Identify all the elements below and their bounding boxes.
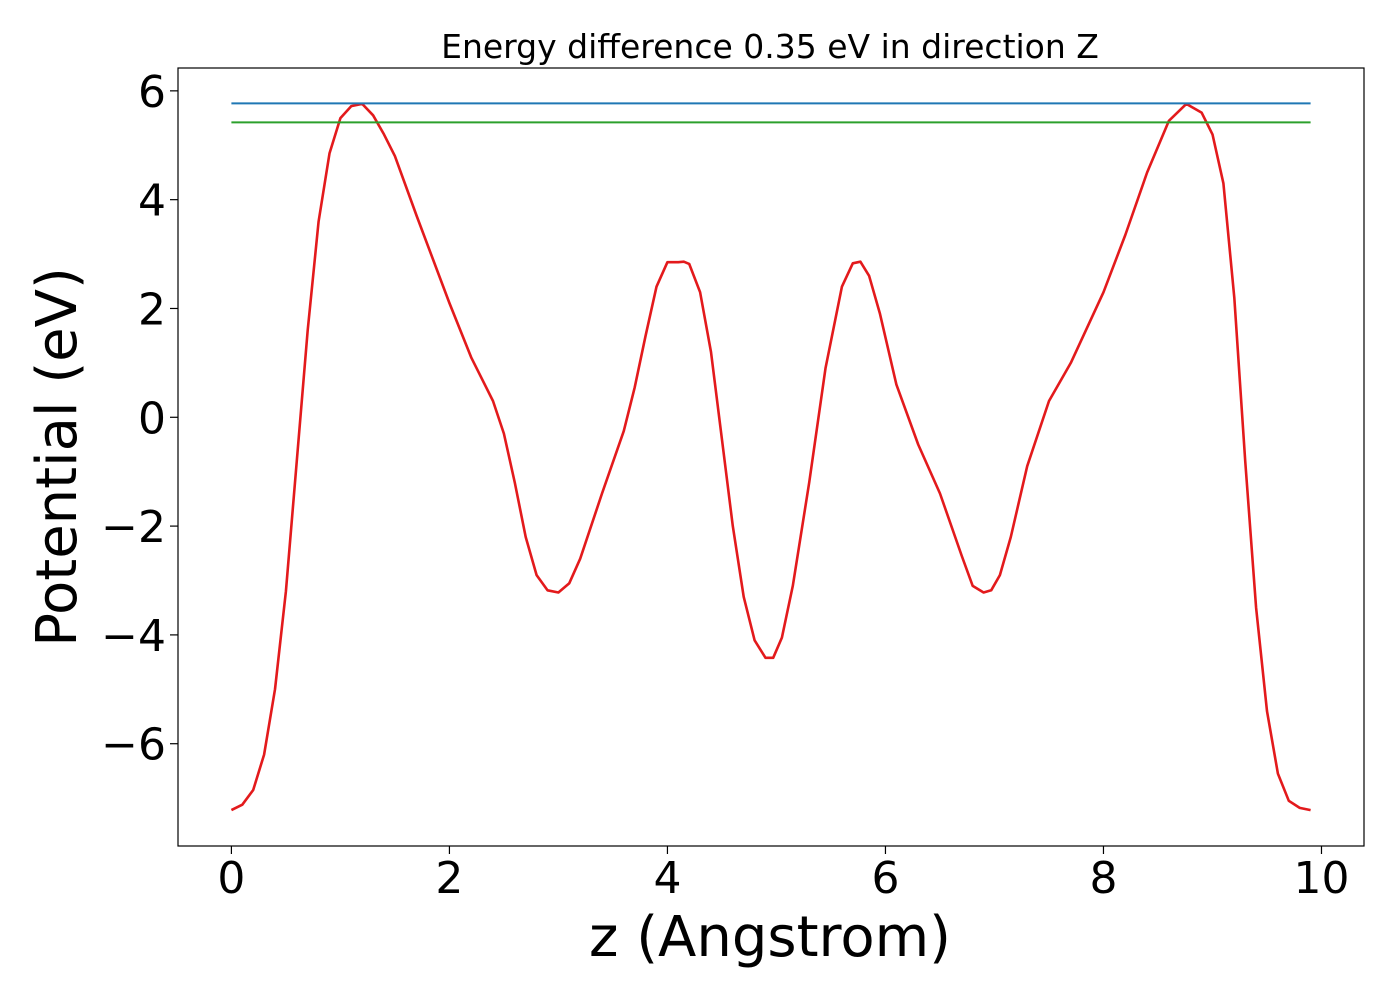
y-axis: −6 −4 −2 0 2 4 6: [101, 67, 178, 771]
plot-frame: [177, 67, 1365, 847]
y-tick-label: 4: [138, 176, 166, 227]
x-axis: 0 2 4 6 8 10: [217, 846, 1349, 904]
y-tick-label: 6: [138, 67, 166, 118]
chart-title: Energy difference 0.35 eV in direction Z: [441, 27, 1099, 66]
y-tick-label: 2: [138, 284, 166, 335]
y-axis-label: Potential (eV): [25, 267, 90, 647]
x-axis-label: z (Angstrom): [589, 905, 951, 970]
x-tick-label: 6: [871, 853, 899, 904]
x-tick-label: 2: [435, 853, 463, 904]
x-tick-label: 4: [653, 853, 681, 904]
y-tick-label: −2: [101, 502, 166, 553]
x-tick-label: 8: [1089, 853, 1117, 904]
y-tick-label: 0: [138, 393, 166, 444]
series-line-0: [230, 102, 1311, 812]
y-tick-label: −6: [101, 720, 166, 771]
x-tick-label: 10: [1293, 853, 1349, 904]
y-tick-label: −4: [101, 611, 166, 662]
x-tick-label: 0: [217, 853, 245, 904]
series-layer: [230, 102, 1311, 812]
